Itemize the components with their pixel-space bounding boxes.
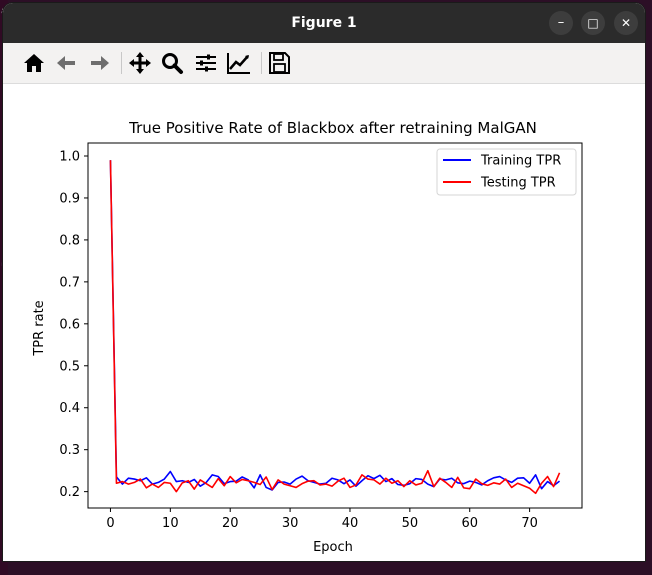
- window-title: Figure 1: [291, 15, 357, 31]
- toolbar-separator: [121, 52, 122, 74]
- title-bar: Figure 1 – □ ✕: [3, 3, 645, 43]
- figure-window: Figure 1 – □ ✕: [3, 3, 645, 561]
- x-tick-label: 30: [282, 516, 299, 531]
- edit-axis-icon: [227, 53, 250, 74]
- home-icon: [24, 54, 44, 72]
- y-tick-label: 0.8: [59, 233, 80, 248]
- x-tick-label: 50: [402, 516, 419, 531]
- series-line-testing-tpr: [109, 160, 561, 495]
- forward-button[interactable]: [85, 49, 113, 77]
- plot-canvas[interactable]: True Positive Rate of Blackbox after ret…: [3, 84, 645, 561]
- zoom-button[interactable]: [158, 49, 186, 77]
- x-tick-label: 40: [342, 516, 359, 531]
- configure-subplots-icon: [196, 54, 216, 72]
- series-layer: [109, 160, 561, 495]
- x-axis-label: Epoch: [313, 540, 353, 555]
- y-tick-label: 0.9: [59, 191, 80, 206]
- toolbar-separator: [261, 52, 262, 74]
- pan-button[interactable]: [126, 49, 154, 77]
- close-button[interactable]: ✕: [614, 11, 638, 35]
- y-tick-label: 0.4: [59, 401, 80, 416]
- pan-icon: [129, 52, 151, 74]
- toolbar: [3, 43, 645, 84]
- y-tick-label: 1.0: [59, 150, 80, 165]
- x-tick-label: 20: [222, 516, 239, 531]
- x-tick-label: 70: [521, 516, 538, 531]
- x-tick-label: 10: [162, 516, 179, 531]
- minimize-button[interactable]: –: [549, 11, 573, 35]
- plot-frame: [87, 142, 583, 509]
- y-tick-label: 0.6: [59, 317, 80, 332]
- zoom-icon: [162, 53, 183, 74]
- legend-label: Testing TPR: [480, 176, 556, 191]
- y-tick-label: 0.3: [59, 443, 80, 458]
- home-button[interactable]: [20, 49, 48, 77]
- legend: Training TPR Testing TPR: [436, 148, 577, 196]
- back-button[interactable]: [53, 49, 81, 77]
- x-tick-label: 60: [461, 516, 478, 531]
- edit-axis-button[interactable]: [225, 49, 253, 77]
- y-tick-label: 0.7: [59, 275, 80, 290]
- y-axis-label: TPR rate: [32, 300, 47, 356]
- back-arrow-icon: [57, 56, 75, 70]
- legend-label: Training TPR: [480, 154, 561, 169]
- y-axis: 0.2 0.3 0.4 0.5 0.6 0.7 0.8 0.9 1.0: [59, 150, 88, 500]
- x-tick-label: 0: [106, 516, 114, 531]
- save-icon: [269, 52, 290, 74]
- y-tick-label: 0.2: [59, 485, 80, 500]
- forward-arrow-icon: [91, 56, 109, 70]
- series-line-training-tpr: [109, 160, 561, 491]
- x-axis: 0 10 20 30 40 50 60 70: [106, 508, 538, 531]
- y-tick-label: 0.5: [59, 359, 80, 374]
- chart-title: True Positive Rate of Blackbox after ret…: [128, 119, 537, 137]
- legend-box: [436, 148, 577, 196]
- save-button[interactable]: [265, 49, 293, 77]
- configure-subplots-button[interactable]: [192, 49, 220, 77]
- maximize-button[interactable]: □: [581, 11, 605, 35]
